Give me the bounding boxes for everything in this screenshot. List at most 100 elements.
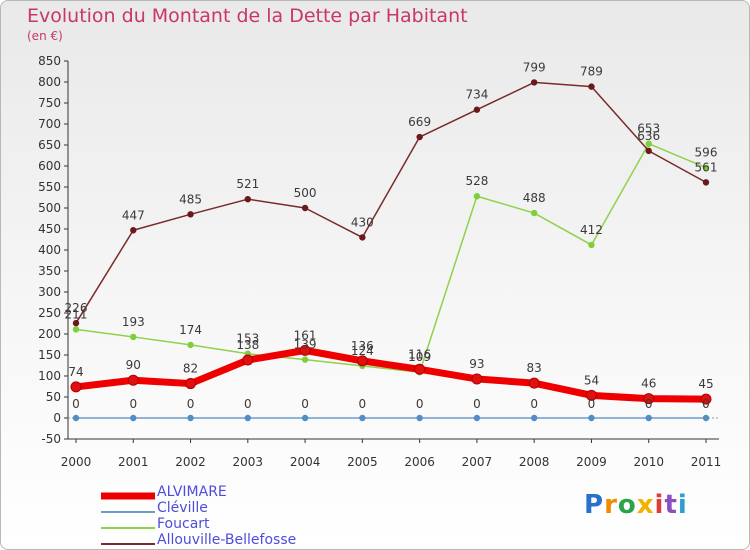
legend-label-foucart: Foucart [157, 516, 210, 532]
data-label: 596 [695, 146, 718, 160]
series-lines [72, 81, 710, 419]
data-label: 669 [408, 115, 431, 129]
axes: -500501001502002503003504004505005506006… [38, 54, 721, 469]
data-label: 153 [236, 332, 259, 346]
data-point [72, 414, 80, 422]
data-point [301, 204, 309, 212]
chart-title: Evolution du Montant de la Dette par Hab… [27, 5, 468, 27]
data-label: 124 [351, 344, 374, 358]
data-point [645, 140, 652, 147]
data-label: 430 [351, 215, 374, 229]
data-label: 447 [122, 208, 145, 222]
logo-letter: t [664, 490, 678, 520]
data-label: 90 [126, 358, 141, 372]
y-tick-label: 700 [38, 117, 61, 131]
data-point [70, 381, 82, 393]
data-point [473, 106, 481, 113]
data-label: 93 [469, 357, 484, 371]
legend-label-allouville-bellefosse: Allouville-Bellefosse [157, 532, 297, 548]
data-label: 0 [187, 397, 195, 411]
y-tick-label: 650 [38, 138, 61, 152]
series-points [70, 79, 712, 422]
data-label: 116 [408, 347, 431, 361]
data-point [588, 83, 595, 90]
legend-swatch-foucart [101, 527, 155, 529]
data-point [585, 389, 597, 401]
data-point [702, 164, 710, 171]
legend-swatch-cleville [101, 511, 155, 513]
data-label: 136 [351, 339, 374, 353]
data-label: 485 [179, 192, 202, 206]
data-point [416, 133, 423, 141]
data-label: 74 [68, 365, 83, 379]
data-point [530, 79, 538, 86]
logo-letter: r [604, 490, 618, 520]
data-point [702, 179, 710, 186]
data-point [127, 374, 139, 386]
data-point [72, 319, 80, 327]
data-point [187, 211, 194, 218]
data-label: 521 [236, 177, 259, 191]
y-tick-label: 100 [38, 369, 61, 383]
data-label: 193 [122, 315, 145, 329]
y-tick-label: 50 [46, 390, 61, 404]
legend-swatch-allouville-bellefosse [101, 543, 155, 545]
logo-letter: P [584, 490, 605, 520]
x-tick-label: 2008 [519, 455, 550, 469]
y-tick-label: 150 [38, 348, 61, 362]
data-point [359, 234, 366, 241]
data-point [185, 378, 197, 390]
x-tick-label: 2001 [118, 455, 149, 469]
data-point [356, 355, 368, 367]
data-labels: 74 90 82 138 161 136 116 93 83 54 46 45 0 0 0 0 0 0 0 0 0 0 0 0… [65, 60, 718, 411]
data-point [471, 373, 483, 385]
y-tick-label: 350 [38, 264, 61, 278]
data-point [528, 377, 540, 389]
data-label: 54 [584, 373, 599, 387]
data-point [473, 193, 481, 200]
data-point [359, 414, 366, 422]
data-point [530, 414, 538, 422]
series-line [75, 142, 707, 373]
data-point [301, 356, 309, 363]
data-point [130, 227, 137, 234]
data-label: 0 [244, 397, 252, 411]
x-tick-label: 2011 [691, 455, 722, 469]
data-point [187, 414, 194, 422]
data-label: 174 [179, 323, 202, 337]
data-label: 528 [465, 174, 488, 188]
data-point [187, 341, 194, 349]
data-label: 653 [637, 122, 660, 136]
data-point [643, 393, 655, 405]
data-point [645, 414, 652, 422]
data-label: 45 [698, 377, 713, 391]
data-label: 0 [530, 397, 538, 411]
x-tick-label: 2005 [347, 455, 378, 469]
logo-letter: i [677, 490, 688, 520]
data-point [130, 414, 137, 422]
legend-label-alvimare: ALVIMARE [157, 484, 227, 500]
x-tick-label: 2004 [290, 455, 321, 469]
legend-swatch-alvimare [101, 492, 155, 500]
y-tick-label: 800 [38, 75, 61, 89]
data-label: 138 [236, 338, 259, 352]
data-point [588, 414, 595, 422]
proxiti-logo[interactable]: Proxiti [584, 490, 688, 520]
data-label: 0 [702, 397, 710, 411]
data-label: 412 [580, 223, 603, 237]
legend-label-cleville: Cléville [157, 500, 208, 516]
logo-letter: x [636, 490, 655, 520]
data-label: 0 [359, 397, 367, 411]
data-point [130, 333, 137, 341]
chart-subtitle: (en €) [27, 29, 63, 43]
x-tick-label: 2006 [404, 455, 435, 469]
data-point [530, 209, 538, 217]
data-label: 83 [527, 361, 542, 375]
data-label: 636 [637, 129, 660, 143]
data-point [299, 344, 311, 356]
y-tick-label: 0 [53, 411, 61, 425]
data-label: 799 [523, 60, 546, 74]
y-tick-label: 200 [38, 327, 61, 341]
